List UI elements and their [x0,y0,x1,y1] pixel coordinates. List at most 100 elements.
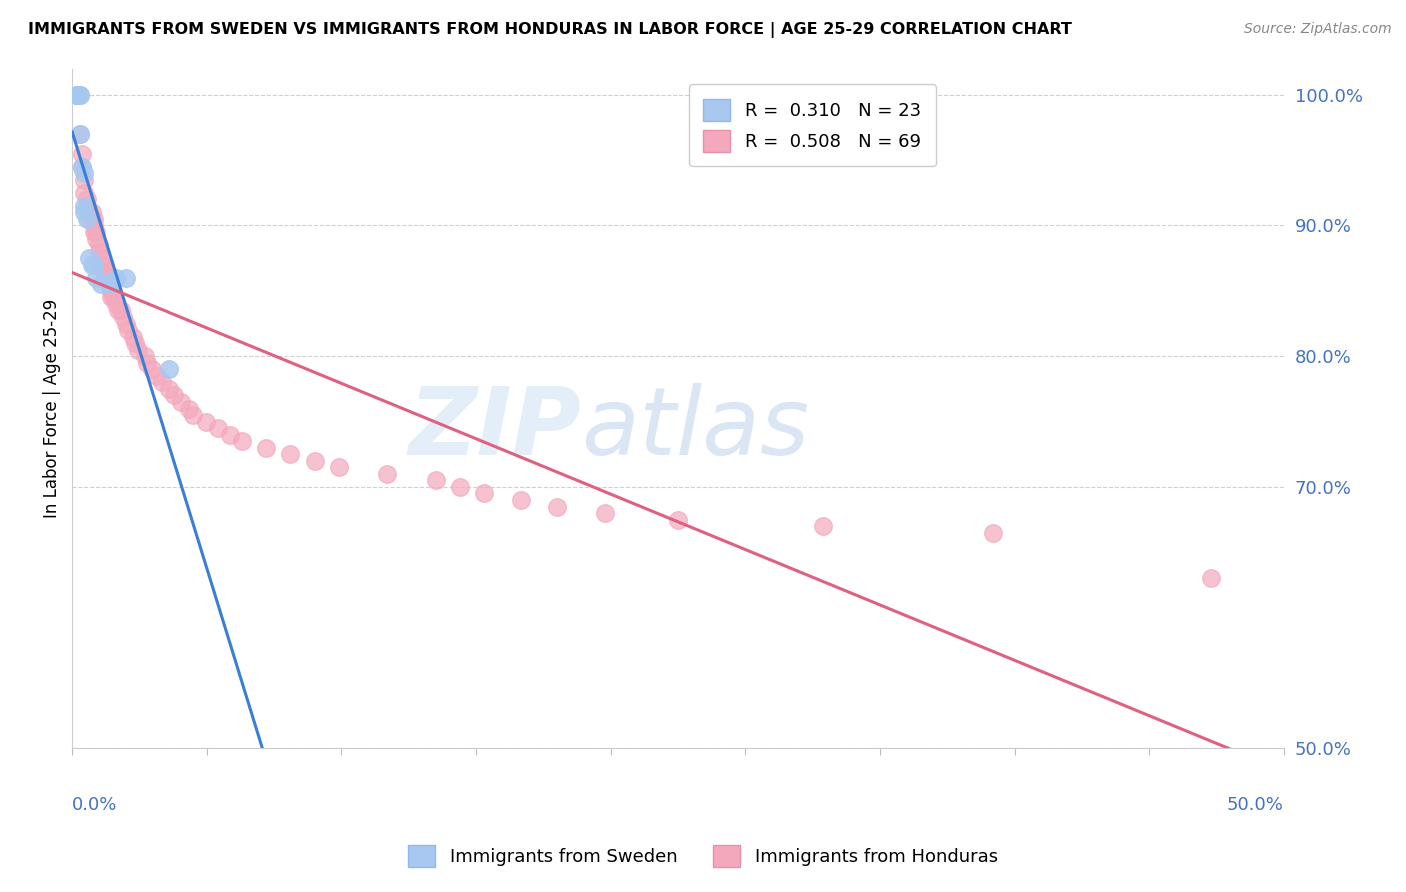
Point [77,251,100,265]
Point [114,270,136,285]
Point [76,192,98,206]
Point [73,199,96,213]
Point [666,513,689,527]
Point [134,349,156,363]
Point [141,362,163,376]
Point [73,166,96,180]
Point [100,290,122,304]
Point [254,441,277,455]
Point [86,225,108,239]
Point [194,415,217,429]
Point [90,258,112,272]
Point [207,421,229,435]
Point [83,211,105,226]
Point [80,258,103,272]
Point [69,127,91,141]
Point [80,211,103,226]
Point [375,467,398,481]
Point [96,270,118,285]
Point [90,277,112,292]
Text: IMMIGRANTS FROM SWEDEN VS IMMIGRANTS FROM HONDURAS IN LABOR FORCE | AGE 25-29 CO: IMMIGRANTS FROM SWEDEN VS IMMIGRANTS FRO… [28,22,1071,38]
Point [136,356,159,370]
Point [146,368,169,383]
Point [104,297,127,311]
Point [124,336,146,351]
Point [107,303,129,318]
Point [70,146,93,161]
Point [150,376,173,390]
Point [981,525,1004,540]
Point [509,493,531,508]
Point [472,486,495,500]
Text: atlas: atlas [581,384,810,475]
Point [183,408,205,422]
Point [90,251,112,265]
Point [103,290,125,304]
Point [66,87,89,102]
Point [97,277,120,292]
Legend: R =  0.310   N = 23, R =  0.508   N = 69: R = 0.310 N = 23, R = 0.508 N = 69 [689,85,935,166]
Point [93,258,115,272]
Point [87,238,110,252]
Text: ZIP: ZIP [408,383,581,475]
Point [97,277,120,292]
Point [157,362,180,376]
Point [73,186,96,200]
Point [66,87,89,102]
Point [83,225,105,239]
Point [70,160,93,174]
Y-axis label: In Labor Force | Age 25-29: In Labor Force | Age 25-29 [44,299,60,518]
Point [66,87,89,102]
Point [127,343,149,357]
Point [69,127,91,141]
Point [83,258,105,272]
Point [86,231,108,245]
Point [77,205,100,219]
Point [121,329,143,343]
Point [87,244,110,259]
Point [449,480,471,494]
Point [278,447,301,461]
Point [425,474,447,488]
Point [328,460,350,475]
Legend: Immigrants from Sweden, Immigrants from Honduras: Immigrants from Sweden, Immigrants from … [401,838,1005,874]
Point [170,395,193,409]
Point [304,454,326,468]
Point [97,277,120,292]
Point [231,434,253,449]
Point [813,519,835,533]
Point [112,310,135,324]
Point [1199,572,1222,586]
Point [73,172,96,186]
Point [100,284,122,298]
Point [76,211,98,226]
Point [73,205,96,219]
Point [110,303,132,318]
Point [177,401,200,416]
Point [595,506,617,520]
Point [66,87,89,102]
Point [546,500,568,514]
Point [66,87,89,102]
Point [69,87,91,102]
Point [100,277,122,292]
Point [218,427,240,442]
Point [66,87,89,102]
Point [77,211,100,226]
Text: 0.0%: 0.0% [72,796,118,814]
Point [83,219,105,233]
Point [80,205,103,219]
Point [114,317,136,331]
Point [117,323,139,337]
Point [104,270,127,285]
Point [157,382,180,396]
Point [86,270,108,285]
Point [69,87,91,102]
Point [76,199,98,213]
Point [93,264,115,278]
Text: 50.0%: 50.0% [1227,796,1284,814]
Point [96,264,118,278]
Point [70,160,93,174]
Point [163,388,186,402]
Point [66,87,89,102]
